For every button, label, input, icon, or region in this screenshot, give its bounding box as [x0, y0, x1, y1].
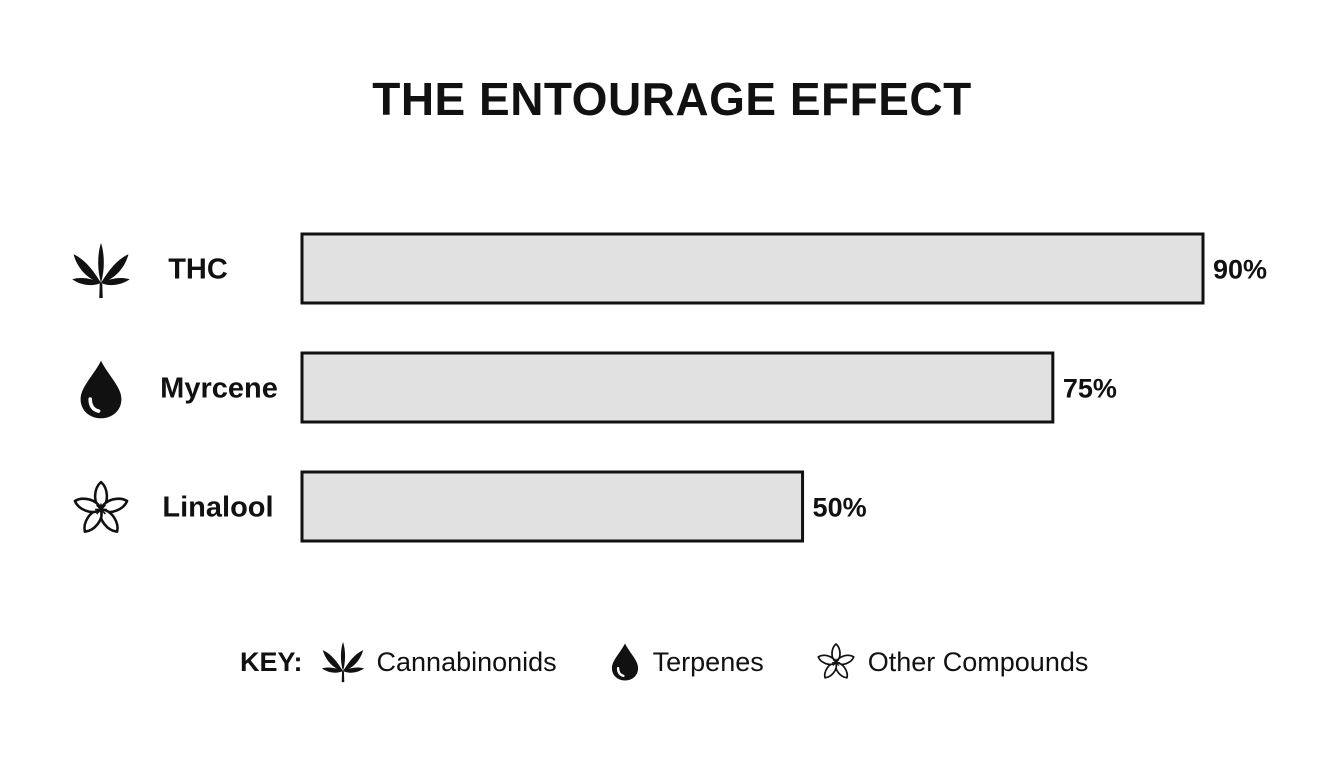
cannabis-leaf-icon — [321, 641, 364, 683]
bar — [300, 470, 805, 543]
legend-label: Cannabinonids — [376, 646, 557, 677]
flower-icon — [73, 480, 129, 533]
value-label: 75% — [1063, 374, 1117, 404]
category-label: Myrcene — [160, 373, 278, 405]
cannabis-leaf-icon — [72, 243, 130, 298]
category-label: THC — [168, 254, 228, 286]
legend-title: KEY: — [240, 646, 303, 677]
bar — [300, 232, 1205, 305]
legend-label: Other Compounds — [867, 646, 1089, 677]
bar — [300, 351, 1055, 424]
chart-plot: THC 90% Myrcene 75% Linalool 50% — [72, 232, 1267, 543]
category-label: Linalool — [162, 492, 273, 524]
chart-title: THE ENTOURAGE EFFECT — [372, 73, 972, 125]
legend-label: Terpenes — [652, 646, 764, 677]
chart-legend: KEY: Cannabinonids Terpenes — [240, 640, 1140, 684]
flower-icon — [817, 643, 855, 679]
value-label: 50% — [813, 493, 867, 523]
legend-item-terpenes: Terpenes — [609, 642, 764, 682]
legend-item-cannabinonids: Cannabinonids — [321, 640, 557, 684]
droplet-icon — [80, 360, 122, 419]
value-label: 90% — [1213, 255, 1267, 285]
droplet-icon — [611, 643, 638, 681]
legend-item-other-compounds: Other Compounds — [816, 642, 1089, 682]
